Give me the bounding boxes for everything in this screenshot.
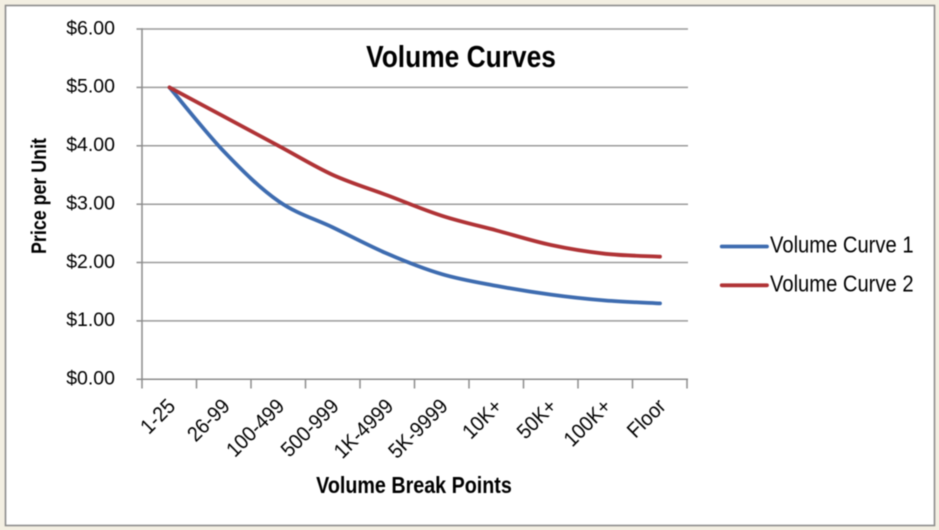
- svg-text:$0.00: $0.00: [66, 368, 115, 390]
- svg-text:Volume Curve 1: Volume Curve 1: [770, 231, 914, 258]
- svg-text:$1.00: $1.00: [66, 309, 115, 331]
- svg-text:$6.00: $6.00: [66, 17, 115, 39]
- svg-text:$2.00: $2.00: [66, 251, 115, 273]
- svg-text:Price per Unit: Price per Unit: [28, 138, 52, 254]
- svg-text:$5.00: $5.00: [66, 76, 115, 98]
- svg-text:Volume Curve 2: Volume Curve 2: [770, 270, 914, 297]
- svg-text:$3.00: $3.00: [66, 193, 115, 215]
- svg-text:Volume Curves: Volume Curves: [366, 40, 556, 74]
- svg-text:$4.00: $4.00: [66, 134, 115, 156]
- svg-text:Volume Break Points: Volume Break Points: [316, 473, 512, 499]
